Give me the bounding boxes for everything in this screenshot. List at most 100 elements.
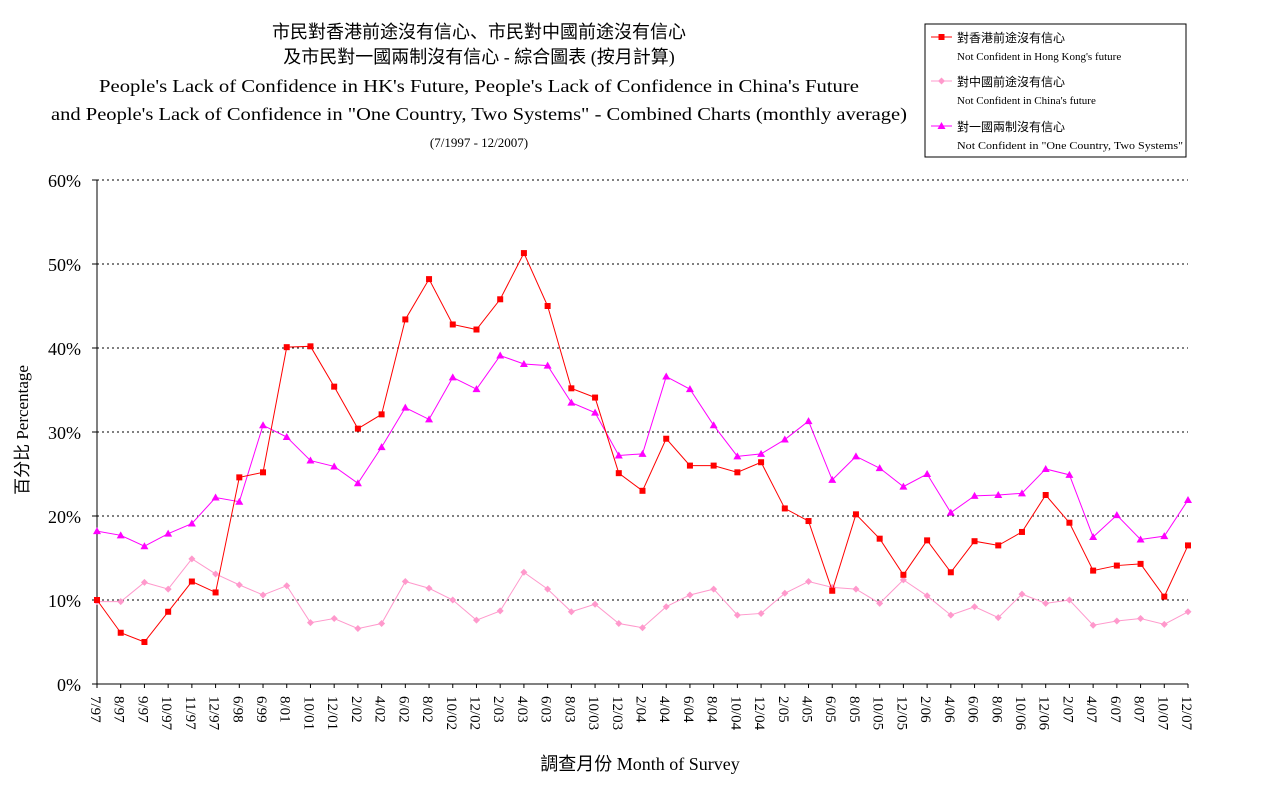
x-tick-label: 2/06 bbox=[917, 696, 933, 723]
x-tick-label: 2/02 bbox=[348, 696, 364, 723]
y-tick-label: 40% bbox=[48, 339, 81, 359]
data-point bbox=[828, 475, 837, 483]
data-point bbox=[140, 578, 148, 586]
data-point bbox=[804, 417, 813, 425]
data-point bbox=[1113, 617, 1121, 625]
legend-label-hk-zh: 對香港前途沒有信心 bbox=[957, 30, 1065, 45]
data-point bbox=[402, 316, 409, 323]
x-tick-label: 10/02 bbox=[443, 696, 459, 730]
data-point bbox=[1089, 621, 1097, 629]
data-point bbox=[568, 385, 575, 392]
data-point bbox=[1113, 562, 1120, 569]
data-point bbox=[709, 421, 718, 429]
x-tick-label: 2/05 bbox=[775, 696, 791, 723]
data-point bbox=[1090, 567, 1097, 574]
data-point bbox=[378, 620, 386, 628]
data-point bbox=[710, 585, 718, 593]
data-point bbox=[354, 425, 361, 432]
x-tick-label: 6/98 bbox=[229, 696, 245, 723]
data-point bbox=[283, 582, 291, 590]
data-point bbox=[829, 587, 836, 594]
data-point bbox=[1137, 560, 1144, 567]
data-point bbox=[260, 469, 267, 476]
data-point bbox=[188, 555, 196, 563]
data-point bbox=[235, 581, 243, 589]
data-point bbox=[758, 459, 765, 466]
data-point bbox=[946, 508, 955, 516]
data-point bbox=[686, 462, 693, 469]
x-tick-label: 10/97 bbox=[158, 696, 174, 731]
data-point bbox=[947, 611, 955, 619]
y-tick-label: 0% bbox=[57, 675, 81, 695]
data-point bbox=[591, 408, 600, 416]
data-point bbox=[662, 372, 671, 380]
data-point bbox=[544, 585, 552, 593]
data-point bbox=[259, 421, 268, 429]
data-point bbox=[923, 592, 931, 600]
data-point bbox=[614, 451, 623, 459]
data-point bbox=[567, 398, 576, 406]
data-point bbox=[519, 359, 528, 367]
x-tick-label: 12/05 bbox=[893, 696, 909, 730]
data-point bbox=[188, 578, 195, 585]
data-point bbox=[781, 589, 789, 597]
x-tick-label: 12/03 bbox=[609, 696, 625, 730]
data-point bbox=[947, 569, 954, 576]
data-point bbox=[353, 479, 362, 487]
data-point bbox=[425, 584, 433, 592]
x-tick-label: 8/03 bbox=[561, 696, 577, 723]
data-point bbox=[899, 576, 907, 584]
data-point bbox=[187, 519, 196, 527]
x-tick-label: 6/99 bbox=[253, 696, 269, 723]
data-point bbox=[757, 609, 765, 617]
data-point bbox=[639, 624, 646, 632]
data-point bbox=[805, 578, 813, 586]
x-tick-label: 8/02 bbox=[419, 696, 435, 723]
data-point bbox=[449, 321, 456, 328]
data-point bbox=[592, 394, 599, 401]
data-point bbox=[426, 276, 433, 283]
data-point bbox=[330, 614, 338, 622]
data-point bbox=[543, 361, 552, 369]
x-tick-label: 6/03 bbox=[538, 696, 554, 723]
data-point bbox=[710, 462, 717, 469]
data-point bbox=[235, 497, 244, 505]
x-axis-label: 調查月份 Month of Survey bbox=[540, 754, 740, 774]
x-tick-label: 12/02 bbox=[466, 696, 482, 730]
data-point bbox=[567, 608, 575, 616]
data-point bbox=[307, 343, 314, 350]
x-tick-label: 10/07 bbox=[1154, 696, 1170, 731]
x-tick-label: 12/04 bbox=[751, 696, 767, 731]
data-point bbox=[1018, 590, 1026, 598]
data-point bbox=[1184, 608, 1192, 616]
data-point bbox=[852, 511, 859, 518]
data-point bbox=[805, 518, 812, 525]
data-point bbox=[733, 452, 742, 460]
x-tick-label: 4/02 bbox=[372, 696, 388, 723]
data-point bbox=[354, 625, 362, 633]
data-point bbox=[923, 470, 932, 477]
data-point bbox=[900, 571, 907, 578]
y-tick-label: 30% bbox=[48, 423, 81, 443]
data-point bbox=[496, 607, 504, 615]
data-point bbox=[1017, 489, 1026, 497]
x-tick-label: 6/06 bbox=[965, 696, 981, 723]
data-point bbox=[331, 383, 338, 390]
chart-title-zh-line1: 市民對香港前途沒有信心、市民對中國前途沒有信心 bbox=[272, 22, 686, 42]
data-point bbox=[851, 452, 860, 460]
data-point bbox=[638, 449, 647, 457]
data-point bbox=[899, 482, 908, 490]
data-point bbox=[165, 608, 172, 615]
data-point bbox=[780, 435, 789, 443]
x-tick-label: 4/06 bbox=[941, 696, 957, 723]
data-point bbox=[852, 585, 860, 593]
data-point bbox=[212, 589, 219, 596]
data-point bbox=[425, 415, 434, 423]
x-tick-label: 6/05 bbox=[822, 696, 838, 723]
y-tick-label: 50% bbox=[48, 255, 81, 275]
x-tick-label: 8/06 bbox=[988, 696, 1004, 723]
chart-title-en-line2: and People's Lack of Confidence in "One … bbox=[51, 104, 907, 125]
x-tick-label: 10/03 bbox=[585, 696, 601, 730]
data-point bbox=[117, 629, 124, 636]
x-tick-label: 2/03 bbox=[490, 696, 506, 723]
